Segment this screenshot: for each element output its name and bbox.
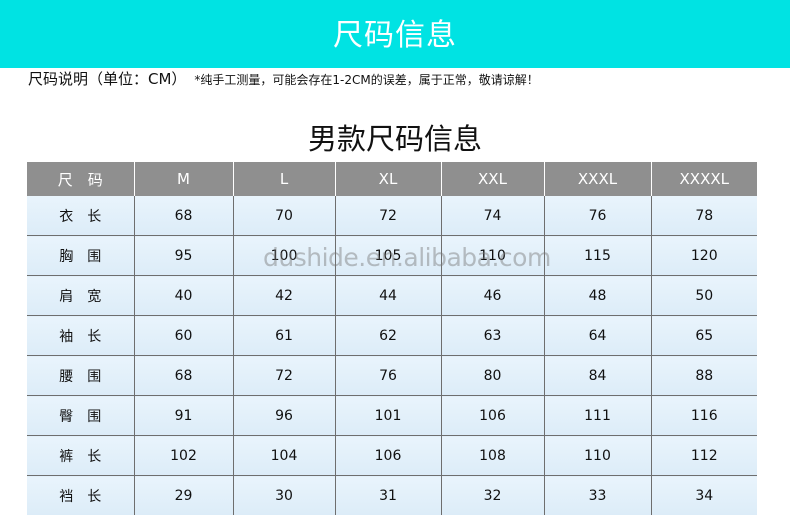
measurement-value: 29 xyxy=(134,476,233,515)
header-size: M xyxy=(134,162,233,196)
measurement-value: 88 xyxy=(651,356,757,396)
measurement-value: 34 xyxy=(651,476,757,515)
measurement-label: 肩 宽 xyxy=(27,276,134,316)
measurement-value: 62 xyxy=(335,316,441,356)
measurement-label: 裤 长 xyxy=(27,436,134,476)
size-note: 尺码说明（单位：CM） *纯手工测量，可能会存在1-2CM的误差，属于正常，敬请谅… xyxy=(28,68,539,89)
measurement-value: 30 xyxy=(233,476,335,515)
measurement-value: 63 xyxy=(441,316,544,356)
measurement-value: 76 xyxy=(335,356,441,396)
measurement-value: 96 xyxy=(233,396,335,436)
measurement-value: 120 xyxy=(651,236,757,276)
measurement-value: 74 xyxy=(441,196,544,236)
measurement-value: 64 xyxy=(544,316,651,356)
measurement-value: 46 xyxy=(441,276,544,316)
measurement-value: 68 xyxy=(134,196,233,236)
measurement-value: 106 xyxy=(335,436,441,476)
measurement-value: 110 xyxy=(544,436,651,476)
header-size: XXL xyxy=(441,162,544,196)
measurement-value: 61 xyxy=(233,316,335,356)
header-size-label: 尺 码 xyxy=(27,162,134,196)
measurement-label: 袖 长 xyxy=(27,316,134,356)
measurement-label: 衣 长 xyxy=(27,196,134,236)
measurement-value: 40 xyxy=(134,276,233,316)
table-title: 男款尺码信息 xyxy=(0,116,790,158)
measurement-value: 112 xyxy=(651,436,757,476)
measurement-value: 48 xyxy=(544,276,651,316)
header-size: L xyxy=(233,162,335,196)
measurement-value: 80 xyxy=(441,356,544,396)
measurement-label: 腰 围 xyxy=(27,356,134,396)
measurement-value: 70 xyxy=(233,196,335,236)
measurement-value: 106 xyxy=(441,396,544,436)
measurement-value: 31 xyxy=(335,476,441,515)
measurement-value: 76 xyxy=(544,196,651,236)
note-detail: *纯手工测量，可能会存在1-2CM的误差，属于正常，敬请谅解！ xyxy=(194,73,538,87)
measurement-value: 42 xyxy=(233,276,335,316)
measurement-value: 50 xyxy=(651,276,757,316)
measurement-value: 72 xyxy=(335,196,441,236)
note-label: 尺码说明（单位：CM） xyxy=(28,70,186,88)
measurement-value: 116 xyxy=(651,396,757,436)
header-size: XXXL xyxy=(544,162,651,196)
header-size: XXXXL xyxy=(651,162,757,196)
header-banner: 尺码信息 xyxy=(0,0,790,68)
measurement-value: 101 xyxy=(335,396,441,436)
banner-title: 尺码信息 xyxy=(0,10,790,54)
measurement-value: 72 xyxy=(233,356,335,396)
measurement-value: 68 xyxy=(134,356,233,396)
measurement-value: 65 xyxy=(651,316,757,356)
measurement-value: 44 xyxy=(335,276,441,316)
measurement-value: 111 xyxy=(544,396,651,436)
header-size: XL xyxy=(335,162,441,196)
measurement-value: 115 xyxy=(544,236,651,276)
measurement-value: 32 xyxy=(441,476,544,515)
measurement-value: 60 xyxy=(134,316,233,356)
measurement-value: 108 xyxy=(441,436,544,476)
watermark: dushide.en.alibaba.com xyxy=(263,243,551,272)
measurement-value: 102 xyxy=(134,436,233,476)
measurement-label: 裆 长 xyxy=(27,476,134,515)
measurement-value: 84 xyxy=(544,356,651,396)
measurement-value: 91 xyxy=(134,396,233,436)
measurement-value: 104 xyxy=(233,436,335,476)
measurement-value: 95 xyxy=(134,236,233,276)
measurement-value: 33 xyxy=(544,476,651,515)
measurement-label: 胸 围 xyxy=(27,236,134,276)
measurement-label: 臀 围 xyxy=(27,396,134,436)
measurement-value: 78 xyxy=(651,196,757,236)
